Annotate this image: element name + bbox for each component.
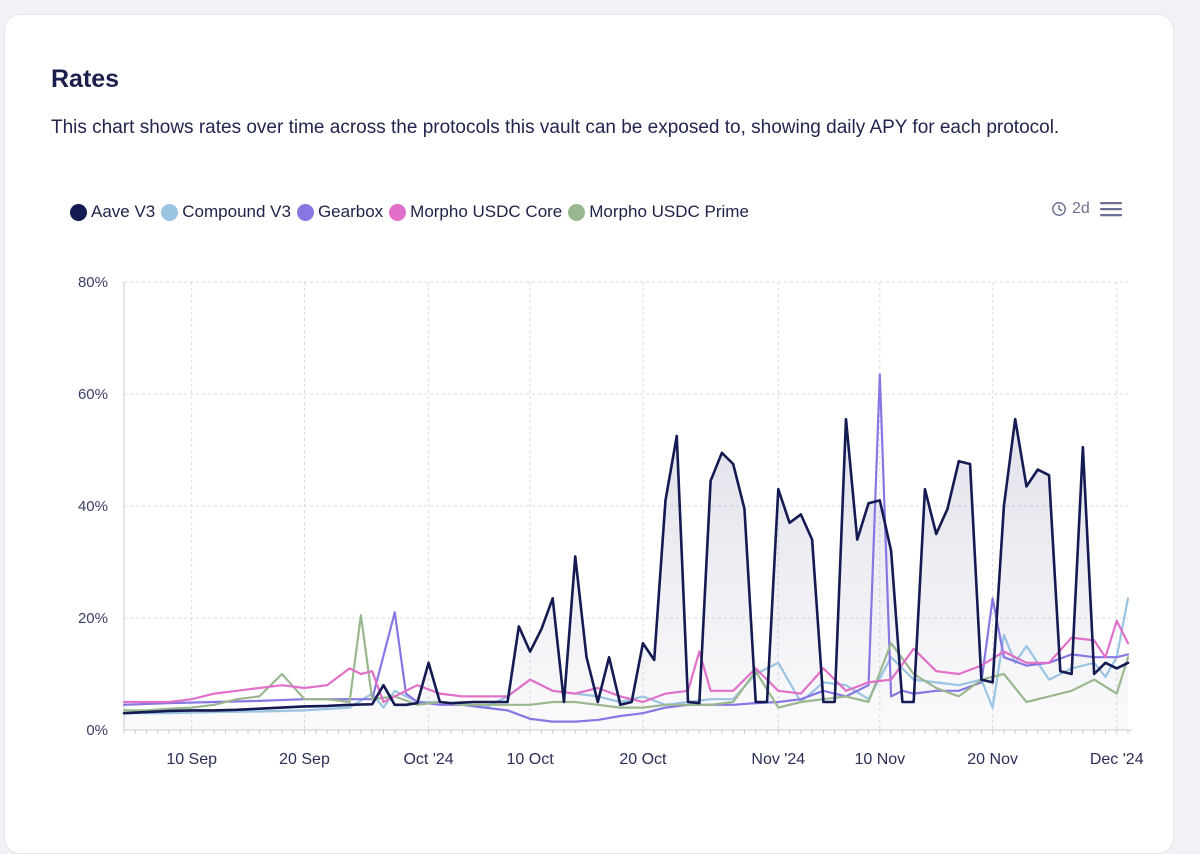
x-tick-label: 20 Sep — [279, 751, 330, 768]
card-description: This chart shows rates over time across … — [51, 117, 1060, 138]
legend-swatch — [70, 203, 87, 221]
legend-swatch — [389, 203, 407, 221]
y-tick-label: 0% — [86, 722, 108, 739]
hamburger-menu-icon[interactable] — [1099, 201, 1122, 217]
series-line-morpho-usdc-prime[interactable] — [122, 614, 1130, 712]
x-tick-label: 20 Oct — [619, 751, 667, 768]
x-tick-label: Dec '24 — [1090, 751, 1144, 768]
range-label[interactable]: 2d — [1072, 200, 1090, 217]
y-tick-label: 40% — [78, 498, 108, 515]
legend-label: Gearbox — [317, 202, 384, 221]
x-tick-label: 10 Nov — [854, 751, 905, 768]
series-line-compound-v3[interactable] — [122, 597, 1130, 715]
x-tick-label: 10 Sep — [166, 751, 217, 768]
legend-swatch — [568, 203, 586, 221]
chart-legend: Aave V3 Compound V3 Gearbox Morpho USDC Cor… — [70, 202, 755, 222]
series-area-aave-v3 — [124, 419, 1128, 730]
legend-label: Morpho USDC Core — [410, 202, 563, 221]
x-tick-label: Oct '24 — [403, 751, 453, 768]
clock-icon[interactable] — [1051, 201, 1067, 217]
x-tick-label: Nov '24 — [751, 751, 805, 768]
y-tick-label: 20% — [78, 610, 108, 627]
series-line-aave-v3[interactable] — [122, 417, 1130, 715]
rates-chart: 80% 60% 40% 20% 0% 10 Sep 20 Sep Oct '24 10 Oct… — [78, 274, 1144, 768]
y-tick-label: 60% — [78, 386, 108, 403]
legend-item[interactable]: Compound V3 — [161, 202, 291, 222]
legend-label: Morpho USDC Prime — [589, 202, 749, 221]
legend-label: Aave V3 — [91, 202, 156, 221]
legend-item[interactable]: Morpho USDC Core — [389, 202, 562, 222]
legend-swatch — [296, 203, 314, 221]
y-tick-label: 80% — [78, 274, 108, 291]
card-title: Rates — [51, 65, 120, 93]
legend-item[interactable]: Gearbox — [296, 202, 384, 222]
legend-swatch — [161, 203, 179, 221]
chart-toolbar: 2d — [1051, 200, 1122, 218]
x-tick-label: 20 Nov — [967, 751, 1018, 768]
legend-item[interactable]: Morpho USDC Prime — [568, 202, 749, 222]
x-tick-label: 10 Oct — [507, 751, 555, 768]
legend-item[interactable]: Aave V3 — [70, 202, 155, 222]
legend-label: Compound V3 — [182, 202, 291, 221]
